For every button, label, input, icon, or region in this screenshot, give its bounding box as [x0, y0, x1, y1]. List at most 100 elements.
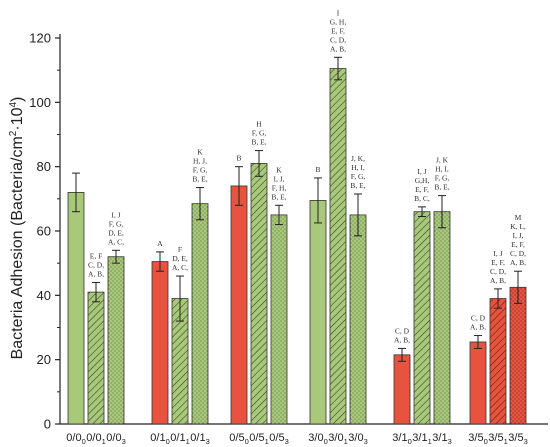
bar-annotation: C, D,	[490, 267, 506, 276]
y-tick-label: 40	[37, 288, 51, 303]
bar	[393, 354, 411, 425]
bar-annotation: J, K,	[351, 154, 365, 163]
bar-annotation: I, J	[111, 210, 120, 219]
bar-annotation: A, B,	[88, 269, 104, 278]
bar-annotation: E, F,	[491, 258, 505, 267]
bar-annotation: M	[515, 213, 522, 222]
error-bar	[72, 172, 80, 213]
y-tick-label: 80	[37, 159, 51, 174]
x-tick-label: 0/11	[170, 432, 189, 446]
error-bar	[334, 56, 342, 81]
x-tick-label: 3/13	[432, 432, 451, 446]
bar-annotation: E, F	[90, 251, 103, 260]
x-tick-label: 3/50	[468, 432, 487, 446]
bar-annotation: C, D,	[510, 249, 526, 258]
bar-annotation: F	[178, 245, 182, 254]
x-tick-label: 3/10	[392, 432, 411, 446]
bar-annotation: H	[256, 120, 262, 129]
bar-annotation: F, G,	[351, 172, 366, 181]
bar-annotation: G, H,	[330, 17, 347, 26]
bar-annotation: B, C,	[414, 194, 430, 203]
x-tick-label: 0/00	[66, 432, 85, 446]
error-bar	[474, 335, 482, 349]
x-tick-label: 3/01	[328, 432, 347, 446]
bar-annotation: A, B,	[470, 323, 486, 332]
bar-annotation: A, B,	[330, 44, 346, 53]
bar-annotation: I, J	[493, 249, 502, 258]
error-bar	[255, 150, 263, 177]
y-tick-label: 60	[37, 224, 51, 239]
error-bar	[112, 249, 120, 264]
bar-annotation: E, F,	[331, 26, 345, 35]
y-axis-title: Bacteria Adhesion (Bacteria/cm2·104)	[8, 97, 26, 360]
bar	[270, 214, 288, 425]
x-tick-label: 0/13	[190, 432, 209, 446]
bar-annotation: I, J	[417, 167, 426, 176]
bar	[309, 200, 327, 425]
error-bar	[176, 275, 184, 322]
bar-annotation: K	[197, 148, 203, 157]
bar-annotation: C, D	[471, 314, 486, 323]
bar-annotation: A, B,	[490, 276, 506, 285]
bar-annotation: B, E,	[271, 192, 286, 201]
y-tick-label: 120	[29, 31, 51, 46]
bar-annotation: E, F,	[415, 185, 429, 194]
bar	[107, 256, 125, 425]
bar-annotation: B	[236, 154, 241, 163]
x-tick-label: 0/01	[86, 432, 105, 446]
x-tick-label: 0/51	[249, 432, 268, 446]
bar-annotation: B	[315, 165, 320, 174]
bar-annotation: I, J,	[273, 174, 284, 183]
error-bar	[275, 204, 283, 226]
x-tick-label: 3/11	[412, 432, 431, 446]
bar	[469, 341, 487, 425]
bar-annotation: K, L,	[510, 222, 526, 231]
error-bar	[418, 206, 426, 218]
y-tick-label: 20	[37, 352, 51, 367]
error-bar	[314, 177, 322, 224]
x-tick-label: 3/03	[348, 432, 367, 446]
error-bar	[235, 166, 243, 206]
bar-annotation: A, C,	[172, 263, 188, 272]
y-tick-label: 100	[29, 95, 51, 110]
bar	[230, 185, 248, 425]
bar-annotation: A, B,	[510, 258, 526, 267]
x-tick-label: 0/10	[150, 432, 169, 446]
bar-annotation: H, I,	[351, 163, 365, 172]
error-bar	[398, 347, 406, 362]
bar-annotation: F, G,	[109, 219, 124, 228]
bar-annotation: K	[276, 165, 282, 174]
bar	[489, 298, 507, 425]
error-bar	[156, 251, 164, 272]
bar-annotation: I	[337, 8, 340, 17]
bar-annotation: H, I,	[435, 165, 449, 174]
bar-annotation: B, E,	[350, 181, 365, 190]
error-bar	[354, 193, 362, 237]
bar	[329, 68, 347, 425]
bar	[433, 211, 451, 425]
bar-annotation: H, J,	[193, 157, 207, 166]
x-tick-label: 0/53	[269, 432, 288, 446]
error-bar	[514, 270, 522, 304]
x-tick-label: 0/03	[106, 432, 125, 446]
x-tick-label: 3/00	[308, 432, 327, 446]
bar	[349, 214, 367, 425]
bar-annotation: G,H,	[415, 176, 430, 185]
bar-annotation: B, E,	[251, 138, 266, 147]
bar	[87, 291, 105, 425]
x-tick-label: 0/50	[229, 432, 248, 446]
bar	[191, 203, 209, 425]
bar-annotation: A	[157, 239, 163, 248]
bar	[509, 286, 527, 425]
bar-annotation: D, E,	[172, 254, 188, 263]
x-tick-label: 3/53	[508, 432, 527, 446]
bar-annotation: B, E,	[192, 175, 207, 184]
bar	[413, 211, 431, 425]
x-tick-label: 3/51	[488, 432, 507, 446]
bar-annotation: F, H,	[272, 183, 287, 192]
bar-annotation: I, J,	[512, 231, 523, 240]
bar-annotation: E, F,	[511, 240, 525, 249]
error-bar	[438, 195, 446, 229]
